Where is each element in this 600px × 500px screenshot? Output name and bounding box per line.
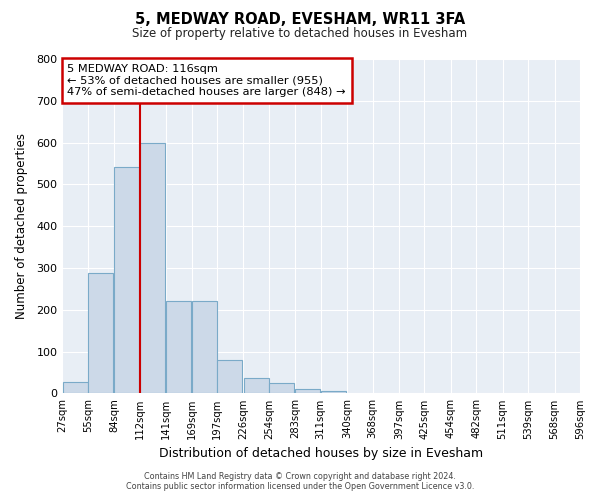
Bar [192,300,217,394]
Text: Contains HM Land Registry data © Crown copyright and database right 2024.
Contai: Contains HM Land Registry data © Crown c… [126,472,474,491]
Bar [217,360,242,394]
Text: 5, MEDWAY ROAD, EVESHAM, WR11 3FA: 5, MEDWAY ROAD, EVESHAM, WR11 3FA [135,12,465,28]
X-axis label: Distribution of detached houses by size in Evesham: Distribution of detached houses by size … [159,447,483,460]
Y-axis label: Number of detached properties: Number of detached properties [15,133,28,319]
Text: 5 MEDWAY ROAD: 116sqm
← 53% of detached houses are smaller (955)
47% of semi-det: 5 MEDWAY ROAD: 116sqm ← 53% of detached … [67,64,346,97]
Bar [140,144,165,394]
Bar [62,382,88,394]
Bar [295,390,320,394]
Bar [244,378,269,394]
Text: Size of property relative to detached houses in Evesham: Size of property relative to detached ho… [133,28,467,40]
Bar [321,390,346,394]
Bar [269,383,294,394]
Bar [166,300,191,394]
Bar [115,167,139,394]
Bar [88,272,113,394]
